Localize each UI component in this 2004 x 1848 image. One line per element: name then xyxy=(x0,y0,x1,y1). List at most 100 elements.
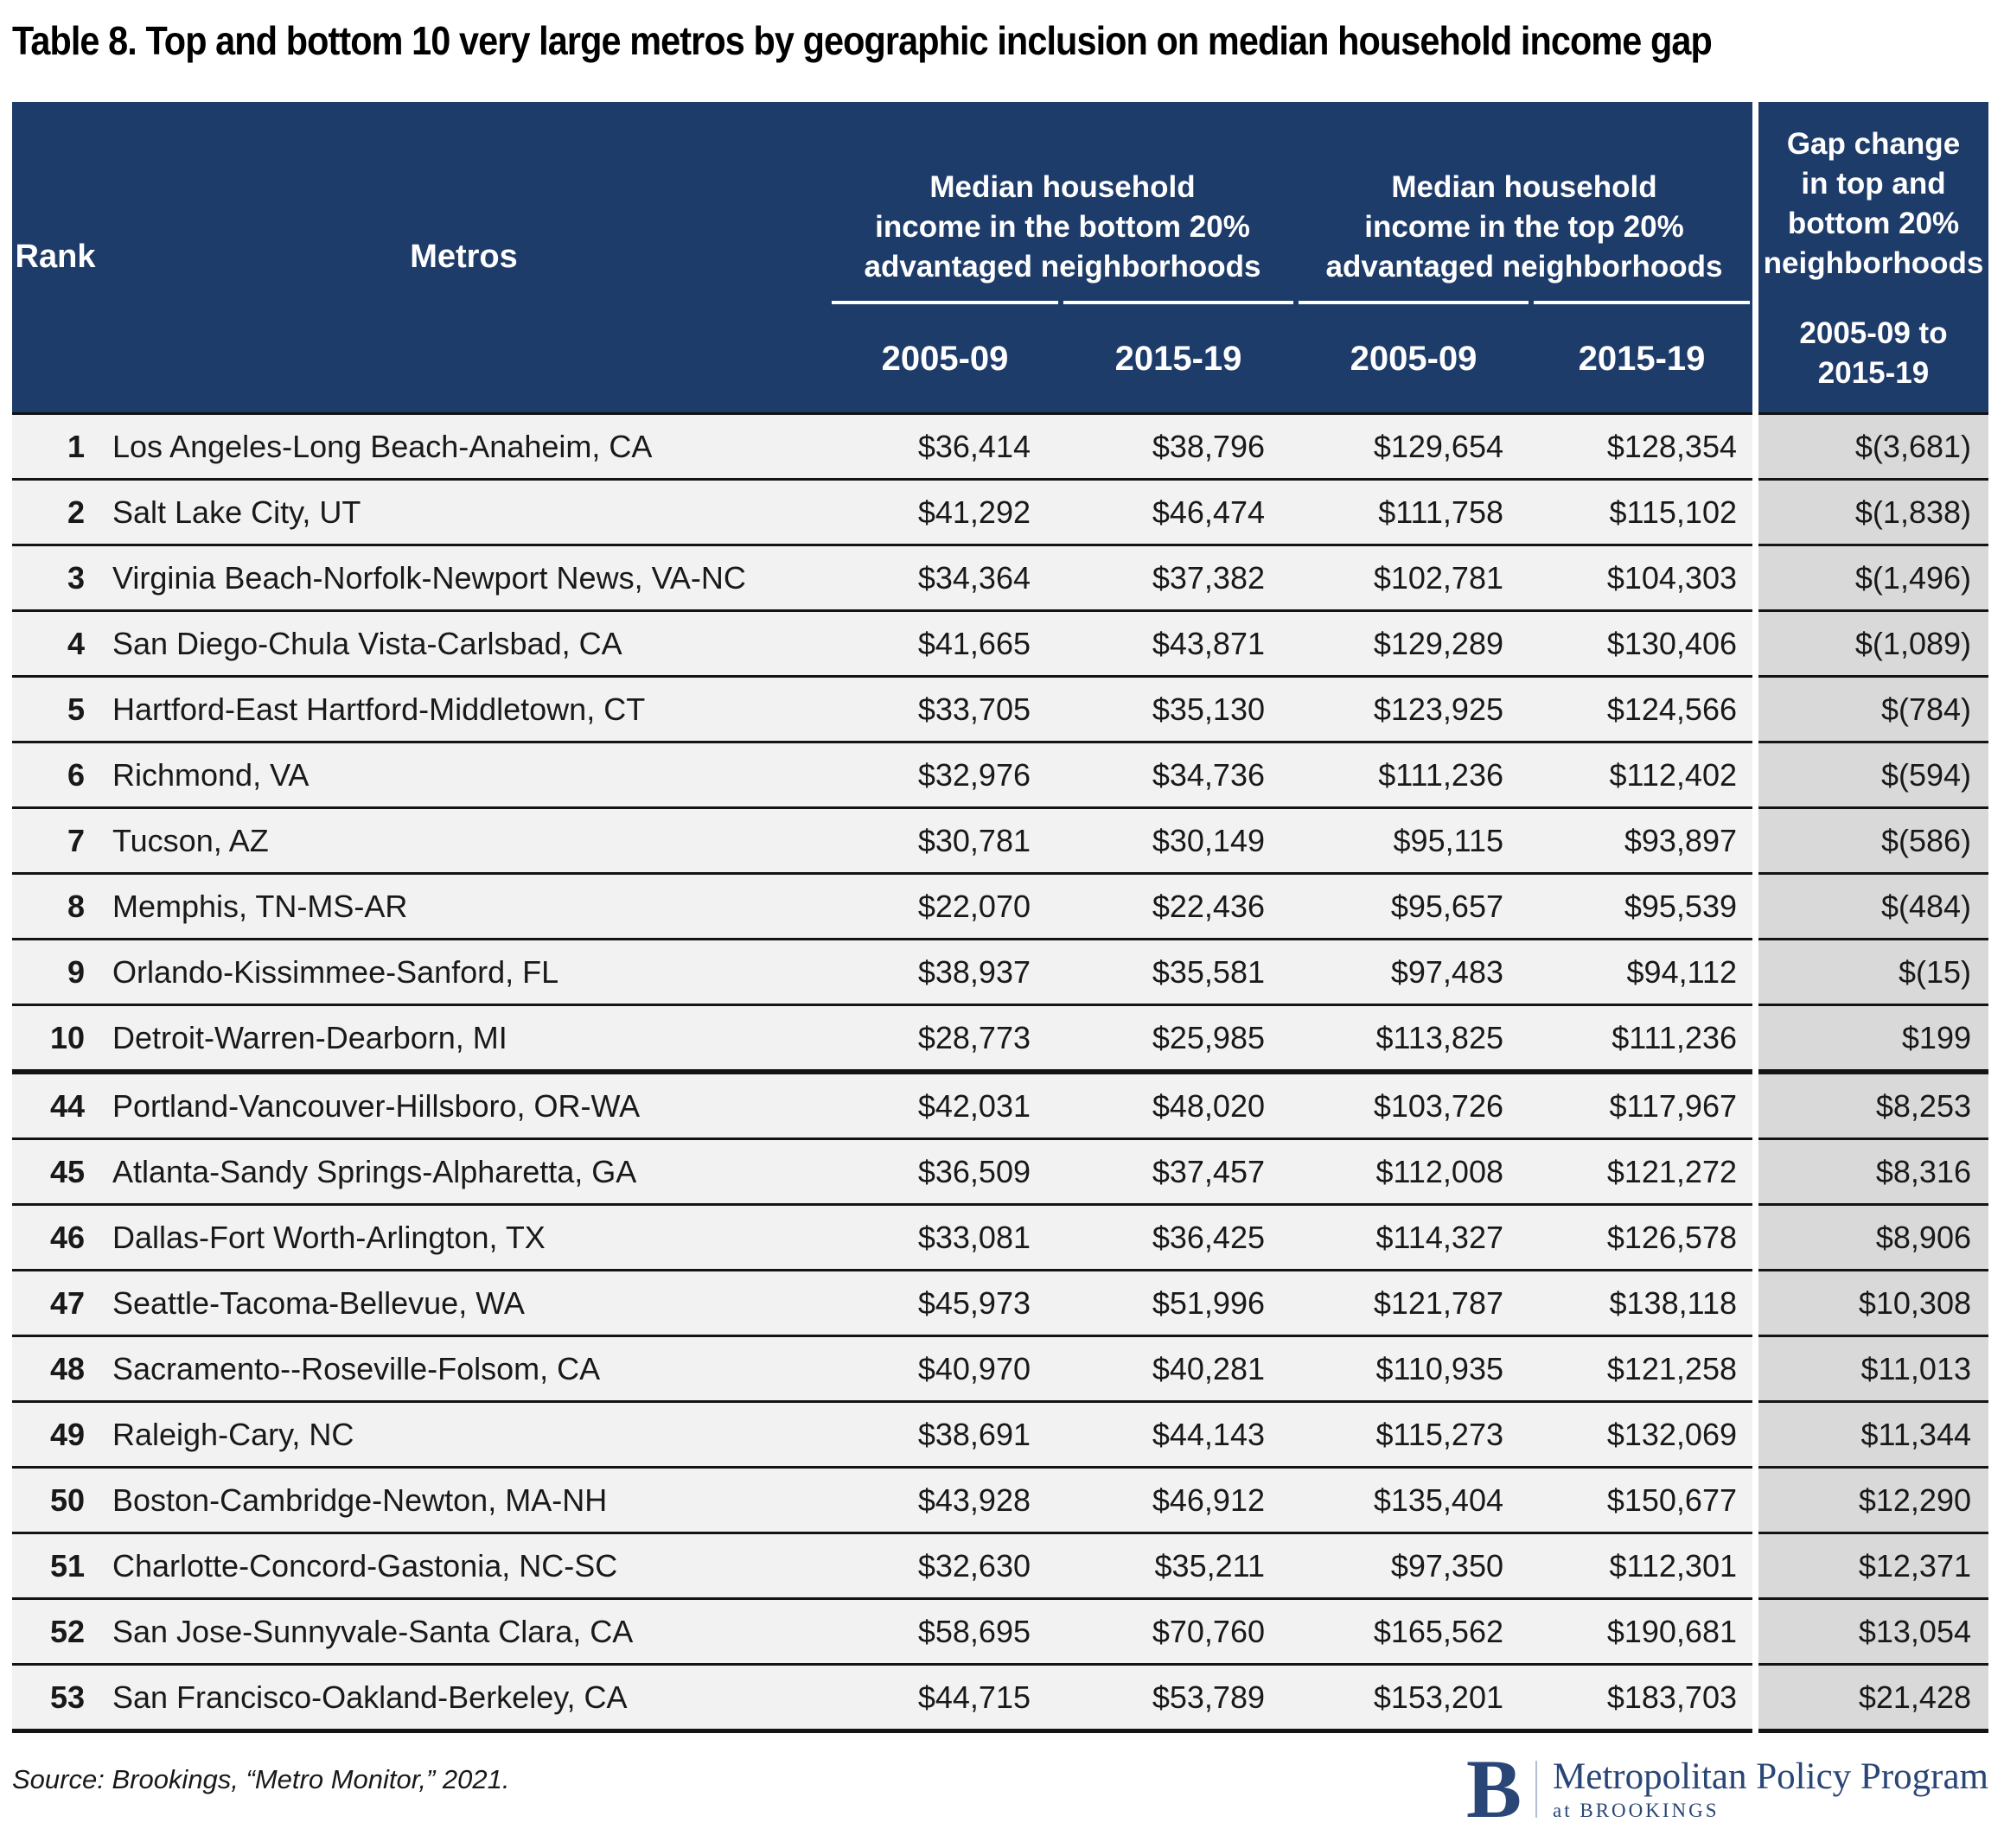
header-gap-period-line2: 2015-19 xyxy=(1817,356,1930,390)
value-bottom-2005-09-cell: $34,364 xyxy=(829,546,1061,612)
rank-cell: 53 xyxy=(12,1666,99,1733)
value-top-2015-19-cell: $104,303 xyxy=(1531,546,1752,612)
value-top-2005-09-cell: $115,273 xyxy=(1296,1403,1531,1469)
logo-at-brookings: at BROOKINGS xyxy=(1553,1799,1720,1821)
rank-cell: 10 xyxy=(12,1006,99,1074)
metro-cell: Salt Lake City, UT xyxy=(99,481,829,546)
value-top-2005-09-cell: $102,781 xyxy=(1296,546,1531,612)
header-group-bottom-20: Median household income in the bottom 20… xyxy=(829,102,1296,301)
table-body: 1 Los Angeles-Long Beach-Anaheim, CA $36,4… xyxy=(12,415,1988,1733)
gap-change-cell: $(586) xyxy=(1758,809,1988,875)
value-bottom-2005-09-cell: $22,070 xyxy=(829,875,1061,940)
value-top-2005-09-cell: $153,201 xyxy=(1296,1666,1531,1733)
table-row: 1 Los Angeles-Long Beach-Anaheim, CA $36,4… xyxy=(12,415,1988,481)
value-top-2005-09-cell: $165,562 xyxy=(1296,1600,1531,1666)
value-top-2005-09-cell: $129,654 xyxy=(1296,415,1531,481)
rank-cell: 47 xyxy=(12,1271,99,1337)
metro-cell: Dallas-Fort Worth-Arlington, TX xyxy=(99,1206,829,1271)
header-gap-change: Gap change in top and bottom 20% neighbo… xyxy=(1758,102,1988,415)
value-bottom-2015-19-cell: $44,143 xyxy=(1061,1403,1296,1469)
value-bottom-2015-19-cell: $53,789 xyxy=(1061,1666,1296,1733)
gap-change-cell: $8,316 xyxy=(1758,1140,1988,1206)
value-top-2005-09-cell: $95,657 xyxy=(1296,875,1531,940)
header-period-top-2005-09: 2005-09 xyxy=(1296,301,1531,415)
column-gutter xyxy=(1752,809,1758,875)
value-bottom-2005-09-cell: $41,665 xyxy=(829,612,1061,678)
header-gap-change-label: Gap change in top and bottom 20% neighbo… xyxy=(1764,124,1984,284)
value-bottom-2005-09-cell: $45,973 xyxy=(829,1271,1061,1337)
value-bottom-2005-09-cell: $33,705 xyxy=(829,678,1061,743)
gap-change-cell: $(1,838) xyxy=(1758,481,1988,546)
value-bottom-2005-09-cell: $32,630 xyxy=(829,1534,1061,1600)
value-top-2005-09-cell: $111,236 xyxy=(1296,743,1531,809)
value-bottom-2015-19-cell: $37,457 xyxy=(1061,1140,1296,1206)
value-bottom-2015-19-cell: $34,736 xyxy=(1061,743,1296,809)
value-top-2005-09-cell: $123,925 xyxy=(1296,678,1531,743)
header-group-top-line3: advantaged neighborhoods xyxy=(1325,250,1723,284)
metro-cell: Portland-Vancouver-Hillsboro, OR-WA xyxy=(99,1074,829,1140)
column-gutter xyxy=(1752,1140,1758,1206)
table-row: 8 Memphis, TN-MS-AR $22,070 $22,436 $95,657 $… xyxy=(12,875,1988,940)
rank-cell: 44 xyxy=(12,1074,99,1140)
table-row: 3 Virginia Beach-Norfolk-Newport News, VA… xyxy=(12,546,1988,612)
column-gutter xyxy=(1752,1074,1758,1140)
column-gutter xyxy=(1752,678,1758,743)
table-row: 5 Hartford-East Hartford-Middletown, CT $3… xyxy=(12,678,1988,743)
value-top-2015-19-cell: $183,703 xyxy=(1531,1666,1752,1733)
metro-cell: Orlando-Kissimmee-Sanford, FL xyxy=(99,940,829,1006)
value-top-2005-09-cell: $121,787 xyxy=(1296,1271,1531,1337)
header-gap-line4: neighborhoods xyxy=(1763,246,1984,280)
header-period-bottom-2005-09: 2005-09 xyxy=(829,301,1061,415)
metro-cell: Detroit-Warren-Dearborn, MI xyxy=(99,1006,829,1074)
header-group-top-line1: Median household xyxy=(1391,170,1657,204)
value-bottom-2005-09-cell: $44,715 xyxy=(829,1666,1061,1733)
rank-cell: 5 xyxy=(12,678,99,743)
value-bottom-2015-19-cell: $35,211 xyxy=(1061,1534,1296,1600)
value-bottom-2005-09-cell: $33,081 xyxy=(829,1206,1061,1271)
value-top-2005-09-cell: $111,758 xyxy=(1296,481,1531,546)
gap-change-cell: $(15) xyxy=(1758,940,1988,1006)
logo-program-name: Metropolitan Policy Program xyxy=(1553,1756,1988,1797)
rank-cell: 4 xyxy=(12,612,99,678)
value-top-2005-09-cell: $129,289 xyxy=(1296,612,1531,678)
value-bottom-2005-09-cell: $43,928 xyxy=(829,1469,1061,1534)
table-row: 49 Raleigh-Cary, NC $38,691 $44,143 $115,273… xyxy=(12,1403,1988,1469)
header-column-gutter xyxy=(1752,102,1758,415)
header-group-top-20: Median household income in the top 20% a… xyxy=(1296,102,1752,301)
metro-cell: Richmond, VA xyxy=(99,743,829,809)
metro-cell: Memphis, TN-MS-AR xyxy=(99,875,829,940)
table-row: 10 Detroit-Warren-Dearborn, MI $28,773 $25,… xyxy=(12,1006,1988,1074)
table-row: 48 Sacramento--Roseville-Folsom, CA $40,97… xyxy=(12,1337,1988,1403)
income-gap-table: Rank Metros Median household income in t… xyxy=(12,102,1988,1733)
value-top-2005-09-cell: $110,935 xyxy=(1296,1337,1531,1403)
rank-cell: 46 xyxy=(12,1206,99,1271)
header-rank: Rank xyxy=(12,102,99,415)
value-top-2005-09-cell: $95,115 xyxy=(1296,809,1531,875)
logo-text-block: Metropolitan Policy Program at BROOKINGS xyxy=(1553,1756,1988,1822)
value-bottom-2015-19-cell: $46,912 xyxy=(1061,1469,1296,1534)
gap-change-cell: $(784) xyxy=(1758,678,1988,743)
value-bottom-2005-09-cell: $36,509 xyxy=(829,1140,1061,1206)
metro-cell: San Francisco-Oakland-Berkeley, CA xyxy=(99,1666,829,1733)
metro-cell: Boston-Cambridge-Newton, MA-NH xyxy=(99,1469,829,1534)
header-gap-period: 2005-09 to 2015-19 xyxy=(1799,314,1947,393)
brookings-b-logomark: B xyxy=(1465,1743,1522,1835)
gap-change-cell: $(3,681) xyxy=(1758,415,1988,481)
value-top-2005-09-cell: $113,825 xyxy=(1296,1006,1531,1074)
column-gutter xyxy=(1752,1206,1758,1271)
column-gutter xyxy=(1752,1271,1758,1337)
metro-cell: San Diego-Chula Vista-Carlsbad, CA xyxy=(99,612,829,678)
value-top-2015-19-cell: $115,102 xyxy=(1531,481,1752,546)
value-top-2015-19-cell: $112,402 xyxy=(1531,743,1752,809)
value-top-2015-19-cell: $111,236 xyxy=(1531,1006,1752,1074)
gap-change-cell: $12,371 xyxy=(1758,1534,1988,1600)
gap-change-cell: $8,253 xyxy=(1758,1074,1988,1140)
column-gutter xyxy=(1752,743,1758,809)
value-top-2015-19-cell: $124,566 xyxy=(1531,678,1752,743)
value-top-2015-19-cell: $128,354 xyxy=(1531,415,1752,481)
table-row: 44 Portland-Vancouver-Hillsboro, OR-WA $42… xyxy=(12,1074,1988,1140)
value-top-2005-09-cell: $103,726 xyxy=(1296,1074,1531,1140)
value-bottom-2015-19-cell: $70,760 xyxy=(1061,1600,1296,1666)
column-gutter xyxy=(1752,1403,1758,1469)
